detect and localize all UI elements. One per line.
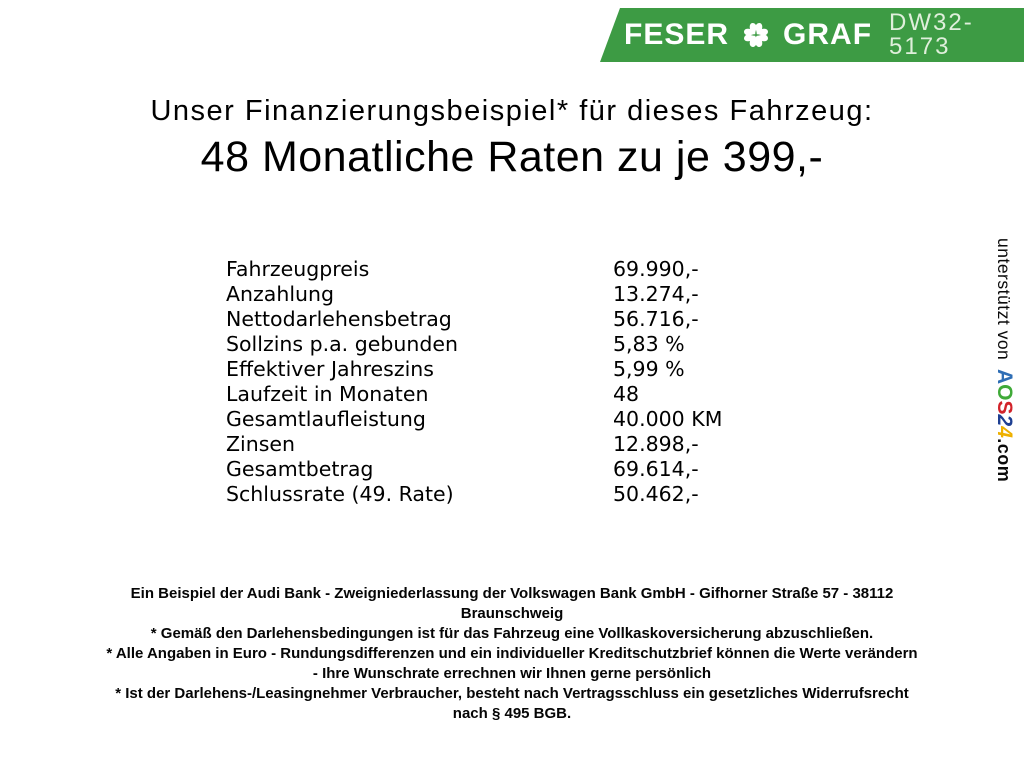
footer-euro-note: * Alle Angaben in Euro - Rundungsdiffere… [106, 645, 918, 682]
row-value: 50.462,- [613, 482, 699, 506]
table-row: Effektiver Jahreszins 5,99 % [226, 357, 722, 382]
financing-table: Fahrzeugpreis 69.990,- Anzahlung 13.274,… [226, 257, 722, 507]
brand-name-graf: GRAF [783, 18, 873, 51]
row-value: 69.614,- [613, 457, 699, 481]
aos-letter-a: A [993, 369, 1016, 385]
brand-name-feser: FESER [624, 18, 730, 51]
row-value: 12.898,- [613, 432, 699, 456]
clover-icon [739, 18, 773, 52]
table-row: Sollzins p.a. gebunden 5,83 % [226, 332, 722, 357]
row-value: 5,83 % [613, 332, 685, 356]
row-value: 48 [613, 382, 640, 406]
headline-block: Unser Finanzierungsbeispiel* für dieses … [0, 95, 1024, 182]
row-label: Gesamtlaufleistung [226, 407, 426, 431]
aos-digit-4: 4 [993, 426, 1016, 439]
footer-withdrawal-note: * Ist der Darlehens-/Leasingnehmer Verbr… [115, 685, 909, 722]
row-label: Nettodarlehensbetrag [226, 307, 452, 331]
row-label: Sollzins p.a. gebunden [226, 332, 458, 356]
headline-intro: Unser Finanzierungsbeispiel* für dieses … [150, 95, 874, 127]
headline-rate: 48 Monatliche Raten zu je 399,- [200, 133, 824, 181]
row-label: Anzahlung [226, 282, 335, 306]
table-row: Gesamtlaufleistung 40.000 KM [226, 407, 722, 432]
footer-insurance-note: * Gemäß den Darlehensbedingungen ist für… [150, 625, 874, 642]
row-value: 13.274,- [613, 282, 699, 306]
aos-letter-s: S [993, 400, 1016, 415]
table-row: Laufzeit in Monaten 48 [226, 382, 722, 407]
row-label: Fahrzeugpreis [226, 257, 370, 281]
row-label: Effektiver Jahreszins [226, 357, 434, 381]
row-label: Zinsen [226, 432, 296, 456]
row-value: 56.716,- [613, 307, 699, 331]
aos24-domain-suffix: .com [994, 438, 1014, 483]
table-row: Zinsen 12.898,- [226, 432, 722, 457]
vehicle-code: DW32-5173 [889, 9, 974, 60]
supported-by-sidebar: unterstützt von AOS24.com [992, 238, 1016, 538]
row-label: Laufzeit in Monaten [226, 382, 429, 406]
table-row: Nettodarlehensbetrag 56.716,- [226, 307, 722, 332]
row-label: Schlussrate (49. Rate) [226, 482, 454, 506]
footer-bank-info: Ein Beispiel der Audi Bank - Zweignieder… [130, 585, 894, 622]
row-label: Gesamtbetrag [226, 457, 374, 481]
supported-by-label: unterstützt von [994, 238, 1014, 361]
aos-digit-2: 2 [993, 414, 1016, 427]
dealer-banner: FESER GRAF DW32-5173 [600, 8, 1024, 62]
aos24-logo: AOS24 [993, 369, 1016, 438]
table-row: Gesamtbetrag 69.614,- [226, 457, 722, 482]
table-row: Anzahlung 13.274,- [226, 282, 722, 307]
legal-footer: Ein Beispiel der Audi Bank - Zweignieder… [0, 584, 1024, 724]
row-value: 69.990,- [613, 257, 699, 281]
row-value: 5,99 % [613, 357, 685, 381]
table-row: Schlussrate (49. Rate) 50.462,- [226, 482, 722, 507]
table-row: Fahrzeugpreis 69.990,- [226, 257, 722, 282]
aos-letter-o: O [993, 384, 1016, 401]
row-value: 40.000 KM [613, 407, 723, 431]
